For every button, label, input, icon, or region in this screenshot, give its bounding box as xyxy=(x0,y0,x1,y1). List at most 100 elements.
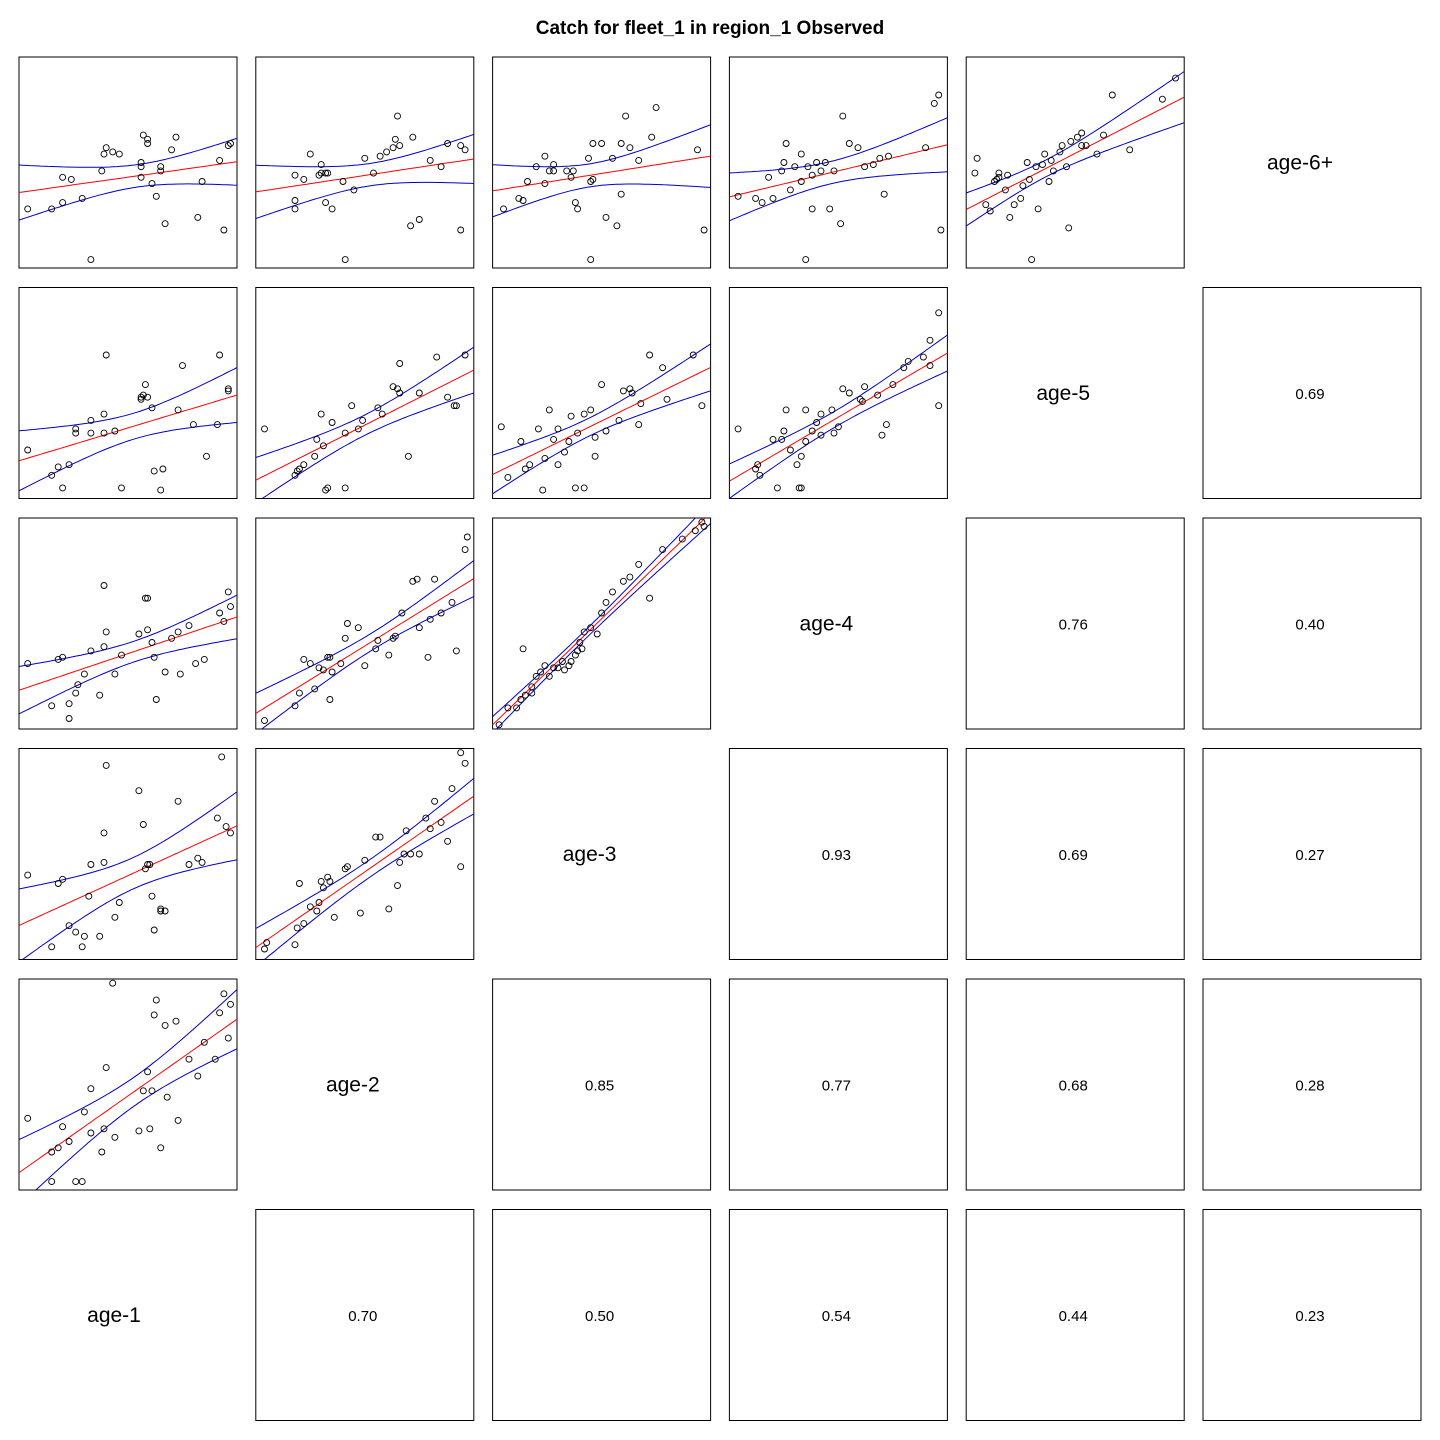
data-point xyxy=(343,863,351,871)
data-point xyxy=(808,171,816,179)
fit-line xyxy=(19,1018,237,1174)
data-point xyxy=(141,381,149,389)
data-point xyxy=(161,668,169,676)
data-point xyxy=(858,397,866,405)
data-point xyxy=(587,406,595,414)
data-point xyxy=(54,655,62,663)
data-point xyxy=(889,381,897,389)
data-point xyxy=(571,651,579,659)
data-point xyxy=(1039,161,1046,169)
data-point xyxy=(587,256,595,264)
data-point xyxy=(87,1085,95,1093)
data-point xyxy=(1004,171,1012,179)
data-point xyxy=(426,156,434,164)
data-point xyxy=(100,150,108,158)
data-point xyxy=(102,628,110,636)
data-point xyxy=(354,624,362,632)
data-point xyxy=(224,1034,232,1042)
data-point xyxy=(100,643,108,651)
ci-upper-line xyxy=(255,778,474,929)
data-point xyxy=(457,142,465,150)
data-point xyxy=(213,814,221,822)
fit-line xyxy=(966,96,1185,210)
data-point xyxy=(802,256,810,264)
data-point xyxy=(65,715,73,722)
data-point xyxy=(74,681,82,689)
ci-upper-line xyxy=(729,334,948,465)
data-point xyxy=(700,522,708,530)
data-point xyxy=(461,351,469,359)
data-point xyxy=(111,427,119,435)
data-point xyxy=(780,159,788,166)
data-point xyxy=(220,617,228,625)
data-point xyxy=(574,429,582,437)
panel-frame xyxy=(18,978,238,1191)
data-point xyxy=(561,666,568,674)
data-point xyxy=(148,639,156,646)
data-point xyxy=(263,939,271,947)
data-point xyxy=(635,156,643,164)
data-point xyxy=(48,471,56,479)
data-point xyxy=(291,205,299,213)
data-point xyxy=(261,717,268,725)
data-point xyxy=(513,704,521,712)
data-point xyxy=(315,899,323,906)
data-point xyxy=(139,821,147,828)
data-point xyxy=(291,197,299,204)
data-point xyxy=(96,932,104,940)
data-point xyxy=(148,1087,156,1095)
data-point xyxy=(861,163,869,171)
data-point xyxy=(515,194,523,202)
ci-upper-line xyxy=(19,791,237,890)
data-point xyxy=(144,393,152,401)
data-point xyxy=(141,865,149,873)
data-point xyxy=(102,144,110,152)
data-point xyxy=(356,909,364,917)
data-point xyxy=(102,761,110,769)
scatter-panel-age-2-vs-age-3 xyxy=(255,748,475,960)
data-point xyxy=(845,389,853,397)
data-point xyxy=(150,926,158,934)
data-point xyxy=(437,609,445,617)
data-point xyxy=(87,1129,95,1137)
data-point xyxy=(137,159,145,166)
data-point xyxy=(734,425,742,433)
data-point xyxy=(780,427,788,435)
data-point xyxy=(526,461,534,469)
data-point xyxy=(118,484,125,492)
data-point xyxy=(59,484,67,492)
correlation-panel-age-3-age-4: 0.93 xyxy=(728,748,948,960)
data-point xyxy=(87,861,95,868)
data-point xyxy=(1063,163,1070,171)
data-point xyxy=(372,833,380,841)
data-point xyxy=(545,672,553,680)
data-point xyxy=(148,180,156,188)
data-point xyxy=(317,877,325,885)
data-point xyxy=(993,175,1001,183)
data-point xyxy=(354,425,362,433)
data-point xyxy=(587,178,595,185)
data-point xyxy=(817,431,825,439)
data-point xyxy=(567,173,575,181)
data-point xyxy=(96,691,104,699)
panel-frame xyxy=(255,748,475,960)
data-point xyxy=(291,471,299,479)
data-point xyxy=(663,395,671,403)
data-point xyxy=(311,452,319,460)
data-point xyxy=(222,823,230,831)
data-point xyxy=(65,1138,73,1145)
data-point xyxy=(571,484,579,492)
data-point xyxy=(457,863,465,871)
data-point xyxy=(521,465,529,473)
data-point xyxy=(313,907,321,915)
data-point xyxy=(808,427,816,435)
correlation-panel-age-1-age-6+: 0.23 xyxy=(1202,1209,1422,1421)
data-point xyxy=(752,194,760,202)
data-point xyxy=(139,1087,147,1095)
data-point xyxy=(926,336,934,344)
data-point xyxy=(213,421,221,429)
ci-lower-line xyxy=(19,638,237,715)
data-point xyxy=(174,628,182,636)
correlation-value: 0.85 xyxy=(585,1078,614,1095)
ci-upper-line xyxy=(492,343,711,456)
